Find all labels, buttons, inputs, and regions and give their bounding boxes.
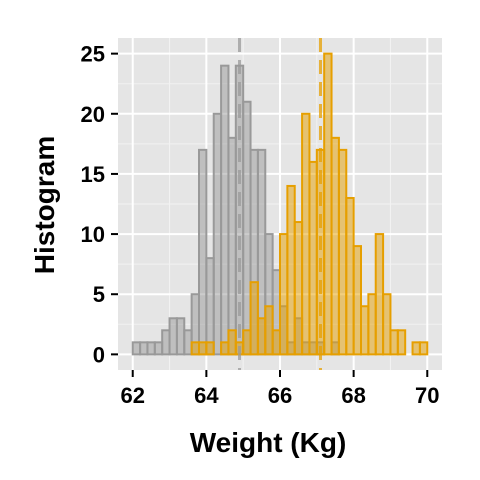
histogram-bar-series-2 xyxy=(337,148,348,356)
histogram-bar-series-1 xyxy=(146,341,156,356)
histogram-bar-series-2 xyxy=(227,329,237,356)
histogram-bar-series-1 xyxy=(227,136,237,356)
x-tick-label: 70 xyxy=(415,383,439,408)
x-axis-title: Weight (Kg) xyxy=(190,427,347,458)
y-tick-label: 5 xyxy=(93,282,105,307)
histogram-bar-series-1 xyxy=(220,64,230,356)
histogram-bar-series-2 xyxy=(396,329,407,356)
x-tick-label: 66 xyxy=(268,383,292,408)
x-tick-label: 64 xyxy=(194,383,219,408)
histogram-bar-series-2 xyxy=(205,341,215,356)
mean-lines xyxy=(238,38,322,370)
y-tick-label: 25 xyxy=(81,42,105,67)
histogram-bar-series-1 xyxy=(212,112,223,356)
y-axis: 0 5 10 15 20 25 xyxy=(81,42,118,367)
y-tick-label: 0 xyxy=(93,342,105,367)
histogram-bar-series-2 xyxy=(249,281,259,356)
histogram-bar-series-1 xyxy=(183,329,193,356)
histogram-bar-series-2 xyxy=(271,329,281,356)
histogram-bar-series-2 xyxy=(190,341,201,356)
histogram-bar-series-1 xyxy=(168,317,178,356)
histogram-bar-series-1 xyxy=(242,100,252,356)
histogram-bar-series-2 xyxy=(242,329,252,356)
histogram-bar-series-2 xyxy=(301,112,311,356)
histogram-bar-series-1 xyxy=(161,329,171,356)
histogram-bar-series-2 xyxy=(308,160,318,356)
histogram-bar-series-1 xyxy=(131,341,142,356)
histogram-bar-series-1 xyxy=(153,341,164,356)
histogram-bars xyxy=(131,52,429,356)
histogram-bar-series-2 xyxy=(352,245,362,356)
histogram-bar-series-2 xyxy=(279,233,289,356)
y-tick-label: 20 xyxy=(81,102,105,127)
histogram-bar-series-2 xyxy=(382,293,392,356)
histogram-bar-series-2 xyxy=(198,341,208,356)
histogram-bar-series-2 xyxy=(220,341,230,356)
histogram-bar-series-2 xyxy=(264,305,274,356)
histogram-bar-series-2 xyxy=(330,136,340,356)
histogram-bar-series-1 xyxy=(139,341,149,356)
x-tick-label: 68 xyxy=(341,383,365,408)
histogram-bar-series-2 xyxy=(323,52,333,356)
y-tick-label: 15 xyxy=(81,162,105,187)
y-axis-title: Histogram xyxy=(29,136,60,274)
y-tick-label: 10 xyxy=(81,222,105,247)
histogram-bar-series-2 xyxy=(293,221,304,356)
histogram-bar-series-2 xyxy=(286,184,296,356)
histogram-bar-series-2 xyxy=(418,341,429,356)
histogram-bar-series-2 xyxy=(360,305,370,356)
histogram-bar-series-1 xyxy=(205,257,215,356)
x-tick-label: 62 xyxy=(120,383,144,408)
histogram-bar-series-1 xyxy=(175,317,186,356)
histogram-bar-series-2 xyxy=(256,317,267,356)
histogram-bar-series-2 xyxy=(367,293,377,356)
histogram-bar-series-2 xyxy=(411,341,421,356)
histogram-bar-series-2 xyxy=(374,233,385,356)
histogram-bar-series-2 xyxy=(389,329,399,356)
histogram-bar-series-2 xyxy=(345,196,355,356)
histogram-bar-series-1 xyxy=(198,148,208,356)
x-axis: 62 64 66 68 70 xyxy=(120,370,440,408)
